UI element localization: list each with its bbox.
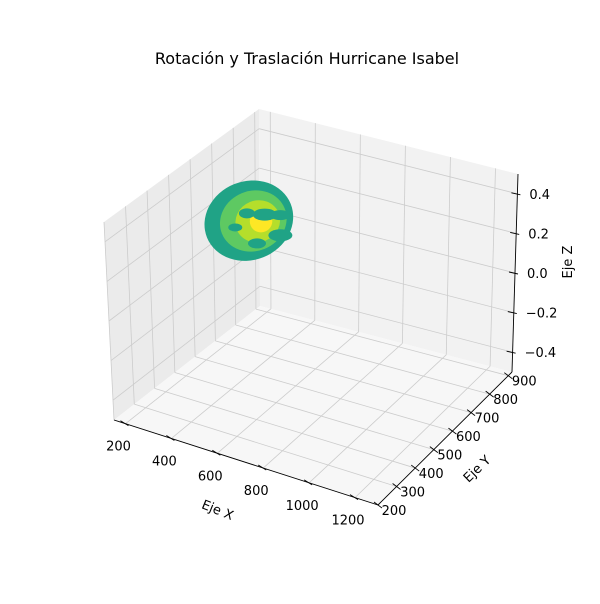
y-grid-floor-6	[235, 324, 490, 395]
z-ticks: −0.4 −0.2 0.0 0.2 0.4	[506, 188, 558, 361]
x-tick-mark-3	[257, 464, 267, 471]
hurricane-arm-5	[228, 223, 243, 232]
z-axis-label: Eje Z	[561, 245, 576, 278]
y-grid-floor-5	[215, 340, 472, 414]
scatter-cloud	[204, 180, 294, 261]
y-ticks: 200 300 400 500 600 700 800 900	[373, 372, 537, 519]
x-axis-line	[113, 419, 379, 506]
z-grid-left-4	[104, 128, 260, 243]
y-axis-label: Eje Y	[461, 453, 494, 486]
z-grid-back-0	[259, 285, 513, 353]
y-grid-floor-2	[154, 387, 416, 469]
x-tick-mark-1	[166, 435, 175, 441]
y-tick-mark-2	[410, 464, 420, 472]
z-tick-mark-3	[510, 231, 520, 235]
x-tick-label-0: 200	[106, 440, 131, 455]
y-grid-floor-7	[255, 308, 509, 377]
z-grid-left-0	[112, 285, 261, 401]
hurricane-arm-1	[252, 208, 277, 221]
z-grid-left-1	[110, 246, 260, 361]
y-grid-floor-1	[134, 403, 397, 487]
x-tick-label-4: 1000	[286, 499, 319, 514]
y-tick-mark-5	[466, 409, 476, 416]
pane-floor	[114, 306, 512, 505]
y-tick-label-7: 900	[512, 375, 537, 390]
x-tick-mark-5	[349, 494, 359, 500]
y-tick-label-6: 800	[493, 393, 518, 408]
z-tick-label-1: −0.2	[526, 307, 558, 322]
z-tick-label-3: 0.2	[528, 227, 549, 242]
y-tick-label-3: 500	[437, 449, 462, 464]
x-axis-label: Eje X	[199, 498, 235, 524]
x-tick-label-3: 800	[244, 484, 269, 499]
y-tick-mark-7	[504, 372, 513, 380]
y-tick-mark-1	[392, 483, 401, 490]
x-tick-label-2: 600	[198, 469, 223, 484]
y-tick-mark-4	[448, 427, 457, 435]
x-tick-mark-2	[212, 449, 221, 456]
x-tick-label-1: 400	[152, 454, 177, 469]
y-tick-label-5: 700	[475, 412, 500, 427]
hurricane-arm-0	[238, 208, 255, 219]
y-tick-label-2: 400	[419, 467, 444, 482]
z-tick-label-0: −0.4	[525, 346, 557, 361]
y-grid-floor-4	[194, 356, 453, 432]
y-tick-label-0: 200	[382, 504, 407, 519]
hurricane-arm-2	[270, 210, 291, 221]
z-tick-label-2: 0.0	[527, 267, 548, 282]
z-grid-back-2	[259, 207, 516, 274]
z-tick-mark-4	[511, 192, 521, 196]
z-tick-label-4: 0.4	[529, 188, 550, 203]
y-tick-mark-3	[429, 446, 439, 453]
y-tick-label-1: 300	[400, 486, 425, 501]
x-tick-label-5: 1200	[331, 514, 364, 529]
y-tick-mark-0	[373, 501, 383, 509]
z-grid-back-3	[259, 167, 517, 234]
grid-lines	[103, 111, 518, 506]
y-tick-label-4: 600	[456, 430, 481, 445]
pane-left	[104, 109, 260, 420]
x-ticks: 200 400 600 800 1000 1200	[106, 420, 365, 529]
y-tick-mark-6	[485, 390, 494, 398]
chart-title: Rotación y Traslación Hurricane Isabel	[155, 49, 459, 68]
x-tick-mark-4	[303, 479, 313, 486]
hurricane-arm-4	[247, 238, 266, 249]
y-grid-floor-3	[174, 372, 434, 450]
z-grid-back-1	[259, 246, 514, 313]
z-tick-mark-0	[506, 350, 516, 354]
x-tick-mark-0	[120, 420, 129, 427]
z-tick-mark-1	[507, 311, 517, 315]
z-tick-mark-2	[508, 271, 519, 275]
hurricane-arm-3	[268, 229, 293, 242]
z-grid-back-4	[259, 128, 518, 195]
